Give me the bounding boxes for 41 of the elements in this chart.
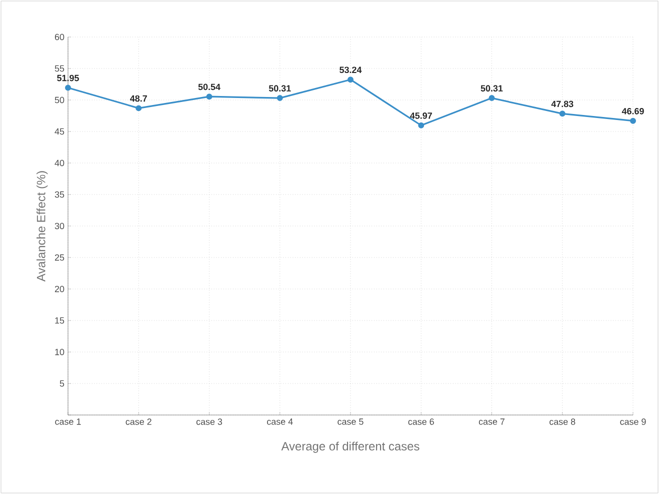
data-label: 47.83: [551, 100, 574, 108]
y-tick-label: 30: [54, 222, 64, 230]
x-tick-label: case 2: [126, 418, 152, 425]
y-tick-label: 25: [54, 254, 64, 261]
y-tick-label: 45: [54, 128, 64, 135]
y-tick-label: 15: [55, 317, 64, 324]
y-tick-label: 55: [54, 65, 64, 72]
x-tick-label: case 4: [267, 418, 293, 425]
point: [559, 110, 566, 117]
x-tick-label: case 7: [478, 418, 504, 425]
y-axis-title: Avalanche Effect (%): [36, 171, 48, 282]
data-label: 46.69: [622, 108, 644, 114]
point: [276, 95, 283, 102]
data-label: 45.97: [410, 112, 432, 119]
x-tick-label: case 3: [196, 418, 222, 425]
x-tick-label: case 8: [550, 418, 576, 425]
data-label: 50.31: [268, 85, 291, 92]
point: [206, 94, 212, 100]
y-tick-label: 35: [54, 191, 64, 198]
x-tick-label: case 9: [620, 418, 646, 425]
point: [488, 95, 495, 102]
point: [630, 118, 636, 124]
y-tick-label: 60: [54, 34, 64, 40]
x-tick-label: case 1: [55, 418, 81, 425]
point: [418, 122, 424, 128]
y-tick-label: 10: [55, 348, 64, 356]
x-axis-title: Average of different cases: [281, 442, 420, 453]
data-label: 50.54: [198, 84, 220, 90]
data-label: 48.7: [130, 95, 147, 102]
y-tick-label: 40: [54, 160, 64, 166]
data-label: 51.95: [57, 74, 79, 82]
data-label: 50.31: [480, 85, 503, 92]
point: [348, 76, 354, 83]
y-tick-label: 50: [54, 96, 64, 104]
x-tick-label: case 6: [408, 418, 434, 425]
y-tick-label: 20: [54, 286, 64, 292]
x-tick-label: case 5: [338, 418, 364, 425]
data-label: 53.24: [340, 66, 362, 74]
point: [65, 84, 71, 91]
y-tick-label: 5: [60, 380, 64, 387]
point: [136, 105, 142, 112]
